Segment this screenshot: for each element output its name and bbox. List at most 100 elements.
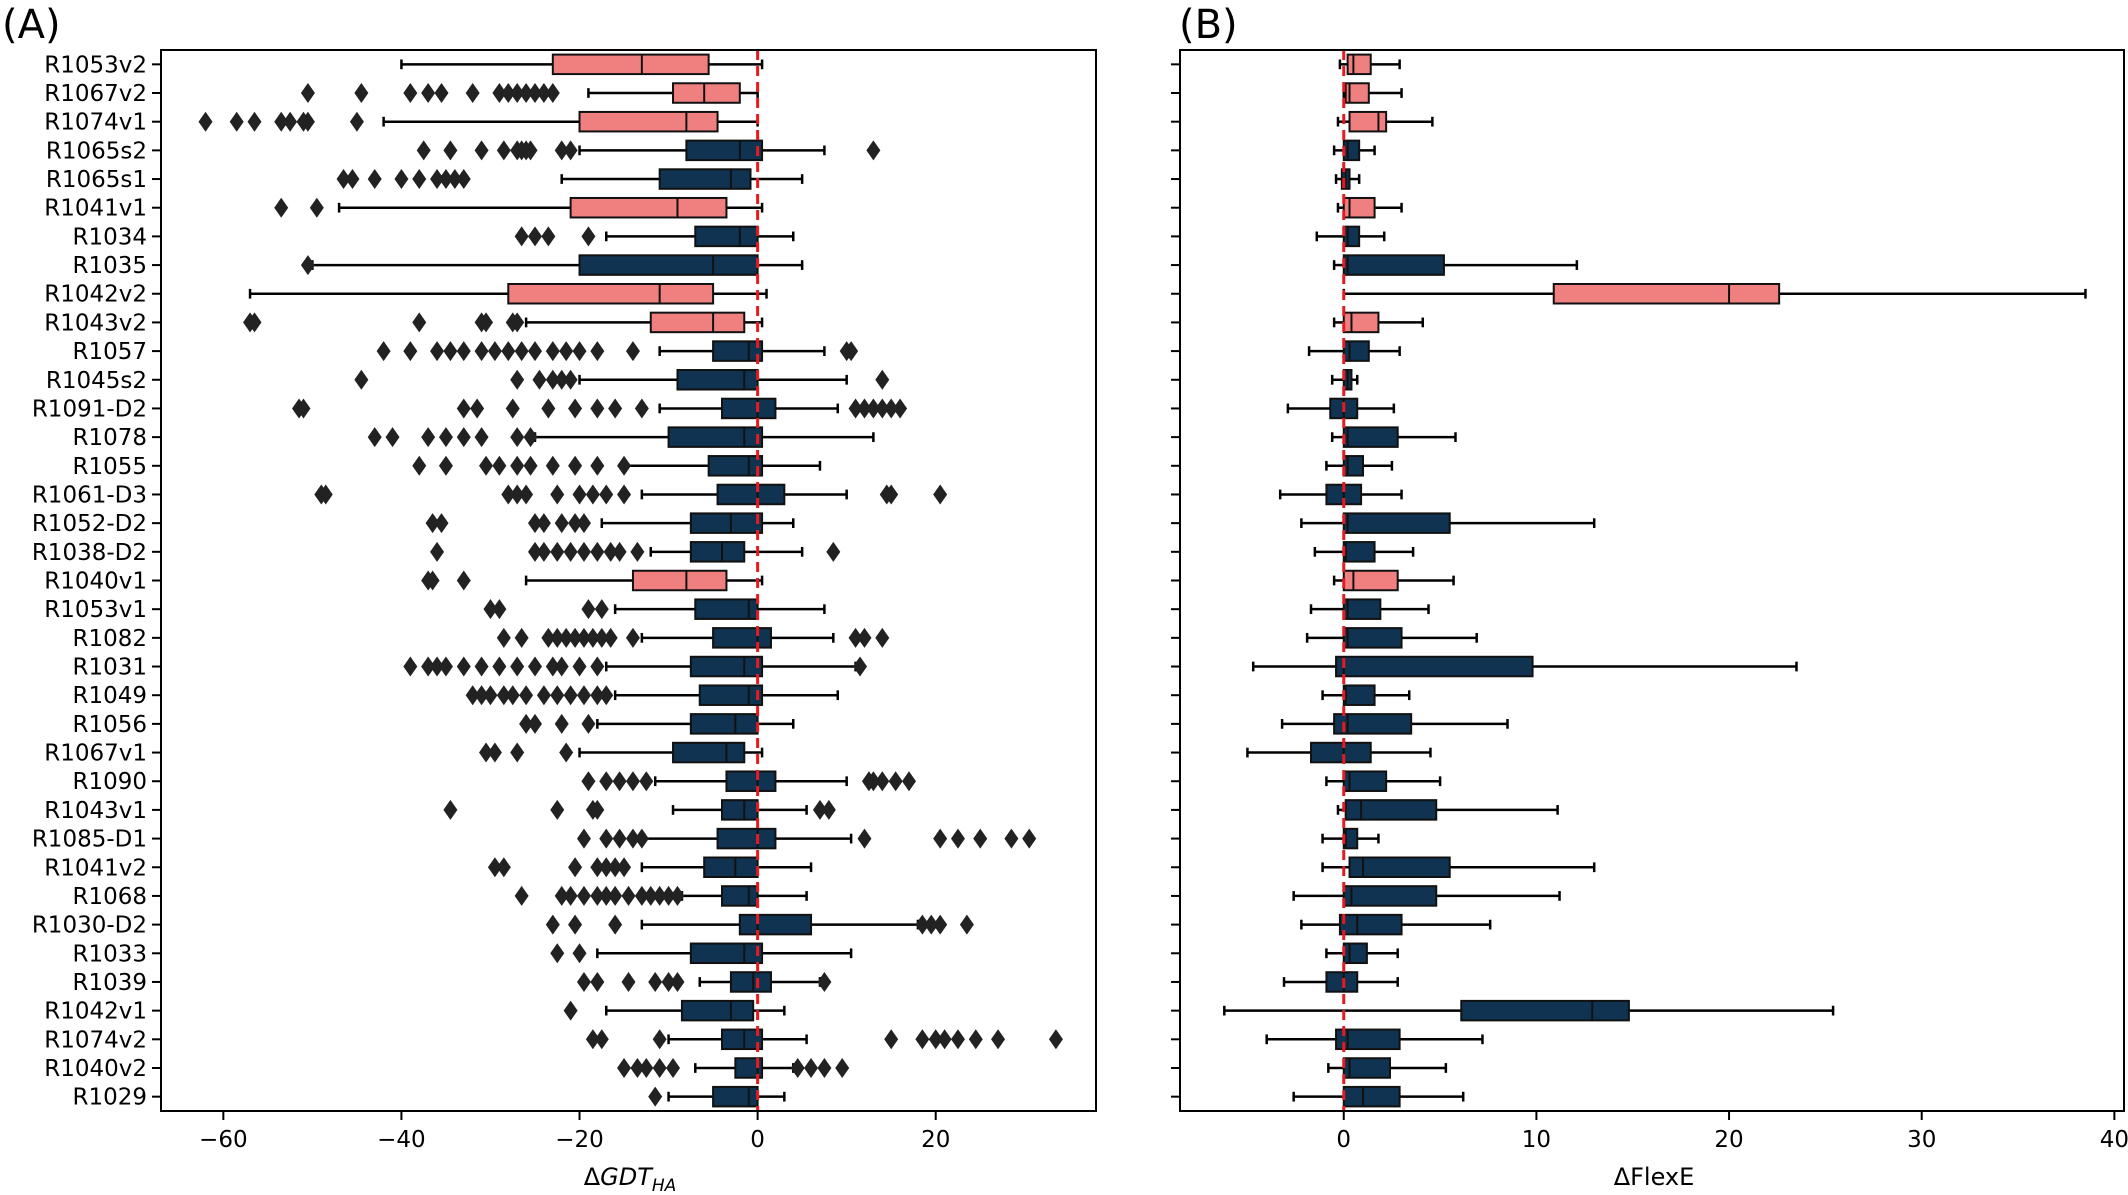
outlier-marker — [608, 398, 623, 419]
panel-a-box-R1065s2 — [416, 139, 881, 162]
outlier-marker — [590, 656, 605, 677]
outlier-marker — [612, 828, 627, 849]
outlier-marker — [528, 713, 542, 734]
iqr-box — [685, 139, 764, 162]
outlier-marker — [933, 484, 948, 505]
outlier-marker — [875, 398, 890, 419]
outlier-marker — [514, 885, 529, 906]
outlier-marker — [585, 627, 600, 648]
panel-b-box-R1038-D2 — [1313, 541, 1415, 563]
outlier-marker — [572, 943, 587, 964]
outlier-marker — [523, 455, 538, 476]
outlier-marker — [617, 1057, 632, 1078]
ytick-label-R1043v1: R1043v1 — [44, 798, 147, 824]
outlier-marker — [541, 398, 556, 419]
panel-a-box-R1074v2 — [585, 1028, 1063, 1051]
outlier-marker — [510, 656, 525, 677]
ytick-label-R1041v1: R1041v1 — [44, 196, 147, 222]
outlier-marker — [349, 111, 364, 132]
outlier-marker — [866, 398, 881, 419]
panel-b-box-R1042v2 — [1342, 282, 2087, 305]
ytick-label-R1074v1: R1074v1 — [44, 110, 147, 136]
outlier-marker — [367, 427, 382, 448]
outlier-marker — [247, 312, 262, 333]
panel-b-box-R1053v1 — [1309, 598, 1430, 620]
panel-b-box-R1085-D1 — [1321, 827, 1380, 850]
panel-a-box-R1040v1 — [421, 569, 764, 592]
outlier-marker — [875, 369, 890, 390]
iqr-box — [712, 340, 764, 362]
panel-a-box-R1053v1 — [483, 598, 826, 620]
panel-b-box-R1041v2 — [1321, 856, 1596, 879]
outlier-marker — [528, 83, 542, 104]
outlier-marker — [559, 341, 574, 362]
outlier-marker — [950, 828, 965, 849]
outlier-marker — [247, 111, 262, 132]
iqr-box — [1342, 598, 1382, 620]
panel-a-box-R1041v2 — [487, 856, 813, 879]
outlier-marker — [354, 369, 369, 390]
iqr-box — [703, 856, 759, 879]
outlier-marker — [519, 484, 534, 505]
outlier-marker — [634, 885, 649, 906]
iqr-box — [694, 598, 759, 620]
panel-a-box-R1082 — [496, 627, 890, 649]
outlier-marker — [621, 971, 636, 992]
ytick-label-R1043v2: R1043v2 — [44, 310, 147, 336]
panel-b-xtick-label: 40 — [2100, 1127, 2128, 1153]
outlier-marker — [866, 771, 881, 792]
panel-a-box-R1030-D2 — [545, 913, 974, 936]
outlier-marker — [563, 541, 578, 562]
panel-b-xtick-label: 0 — [1336, 1127, 1351, 1153]
outlier-marker — [973, 828, 988, 849]
outlier-marker — [599, 885, 614, 906]
outlier-marker — [456, 427, 471, 448]
outlier-marker — [568, 857, 583, 878]
outlier-marker — [804, 1057, 819, 1078]
outlier-marker — [492, 83, 507, 104]
ytick-label-R1053v2: R1053v2 — [44, 52, 147, 78]
outlier-marker — [523, 427, 538, 448]
outlier-marker — [336, 169, 351, 190]
iqr-box — [1333, 713, 1413, 735]
panel-b-box-R1055 — [1325, 455, 1394, 477]
outlier-marker — [817, 971, 832, 992]
outlier-marker — [563, 685, 578, 706]
panel-b-box-R1074v1 — [1336, 110, 1434, 133]
outlier-marker — [519, 713, 534, 734]
panel-a-xlabel-prefix: Δ — [584, 1163, 601, 1191]
outlier-marker — [590, 857, 605, 878]
outlier-marker — [576, 885, 591, 906]
panel-b-box-R1031 — [1251, 655, 1798, 678]
outlier-marker — [474, 427, 489, 448]
outlier-marker — [857, 627, 872, 648]
ytick-label-R1053v1: R1053v1 — [44, 597, 147, 623]
outlier-marker — [563, 140, 578, 161]
outlier-marker — [594, 1029, 609, 1050]
outlier-marker — [902, 771, 916, 792]
outlier-marker — [915, 1029, 930, 1050]
iqr-box — [1342, 885, 1438, 907]
outlier-marker — [572, 656, 587, 677]
ytick-label-R1074v2: R1074v2 — [44, 1027, 147, 1053]
outlier-marker — [634, 398, 649, 419]
iqr-box — [1342, 770, 1388, 792]
outlier-marker — [603, 541, 618, 562]
outlier-marker — [496, 140, 511, 161]
panel-a-xtick-label: 20 — [921, 1127, 950, 1153]
panel-a-box-R1045s2 — [354, 369, 890, 391]
panel-a-box-R1074v1 — [198, 110, 759, 133]
outlier-marker — [625, 828, 640, 849]
outlier-marker — [510, 455, 525, 476]
outlier-marker — [590, 799, 605, 820]
outlier-marker — [403, 341, 418, 362]
panel-b-box-R1045s2 — [1330, 369, 1359, 391]
outlier-marker — [625, 627, 640, 648]
outlier-marker — [928, 1029, 943, 1050]
outlier-marker — [844, 341, 859, 362]
outlier-marker — [456, 169, 471, 190]
ytick-label-R1052-D2: R1052-D2 — [32, 511, 147, 537]
ytick-label-R1082: R1082 — [72, 626, 147, 652]
outlier-marker — [590, 341, 605, 362]
